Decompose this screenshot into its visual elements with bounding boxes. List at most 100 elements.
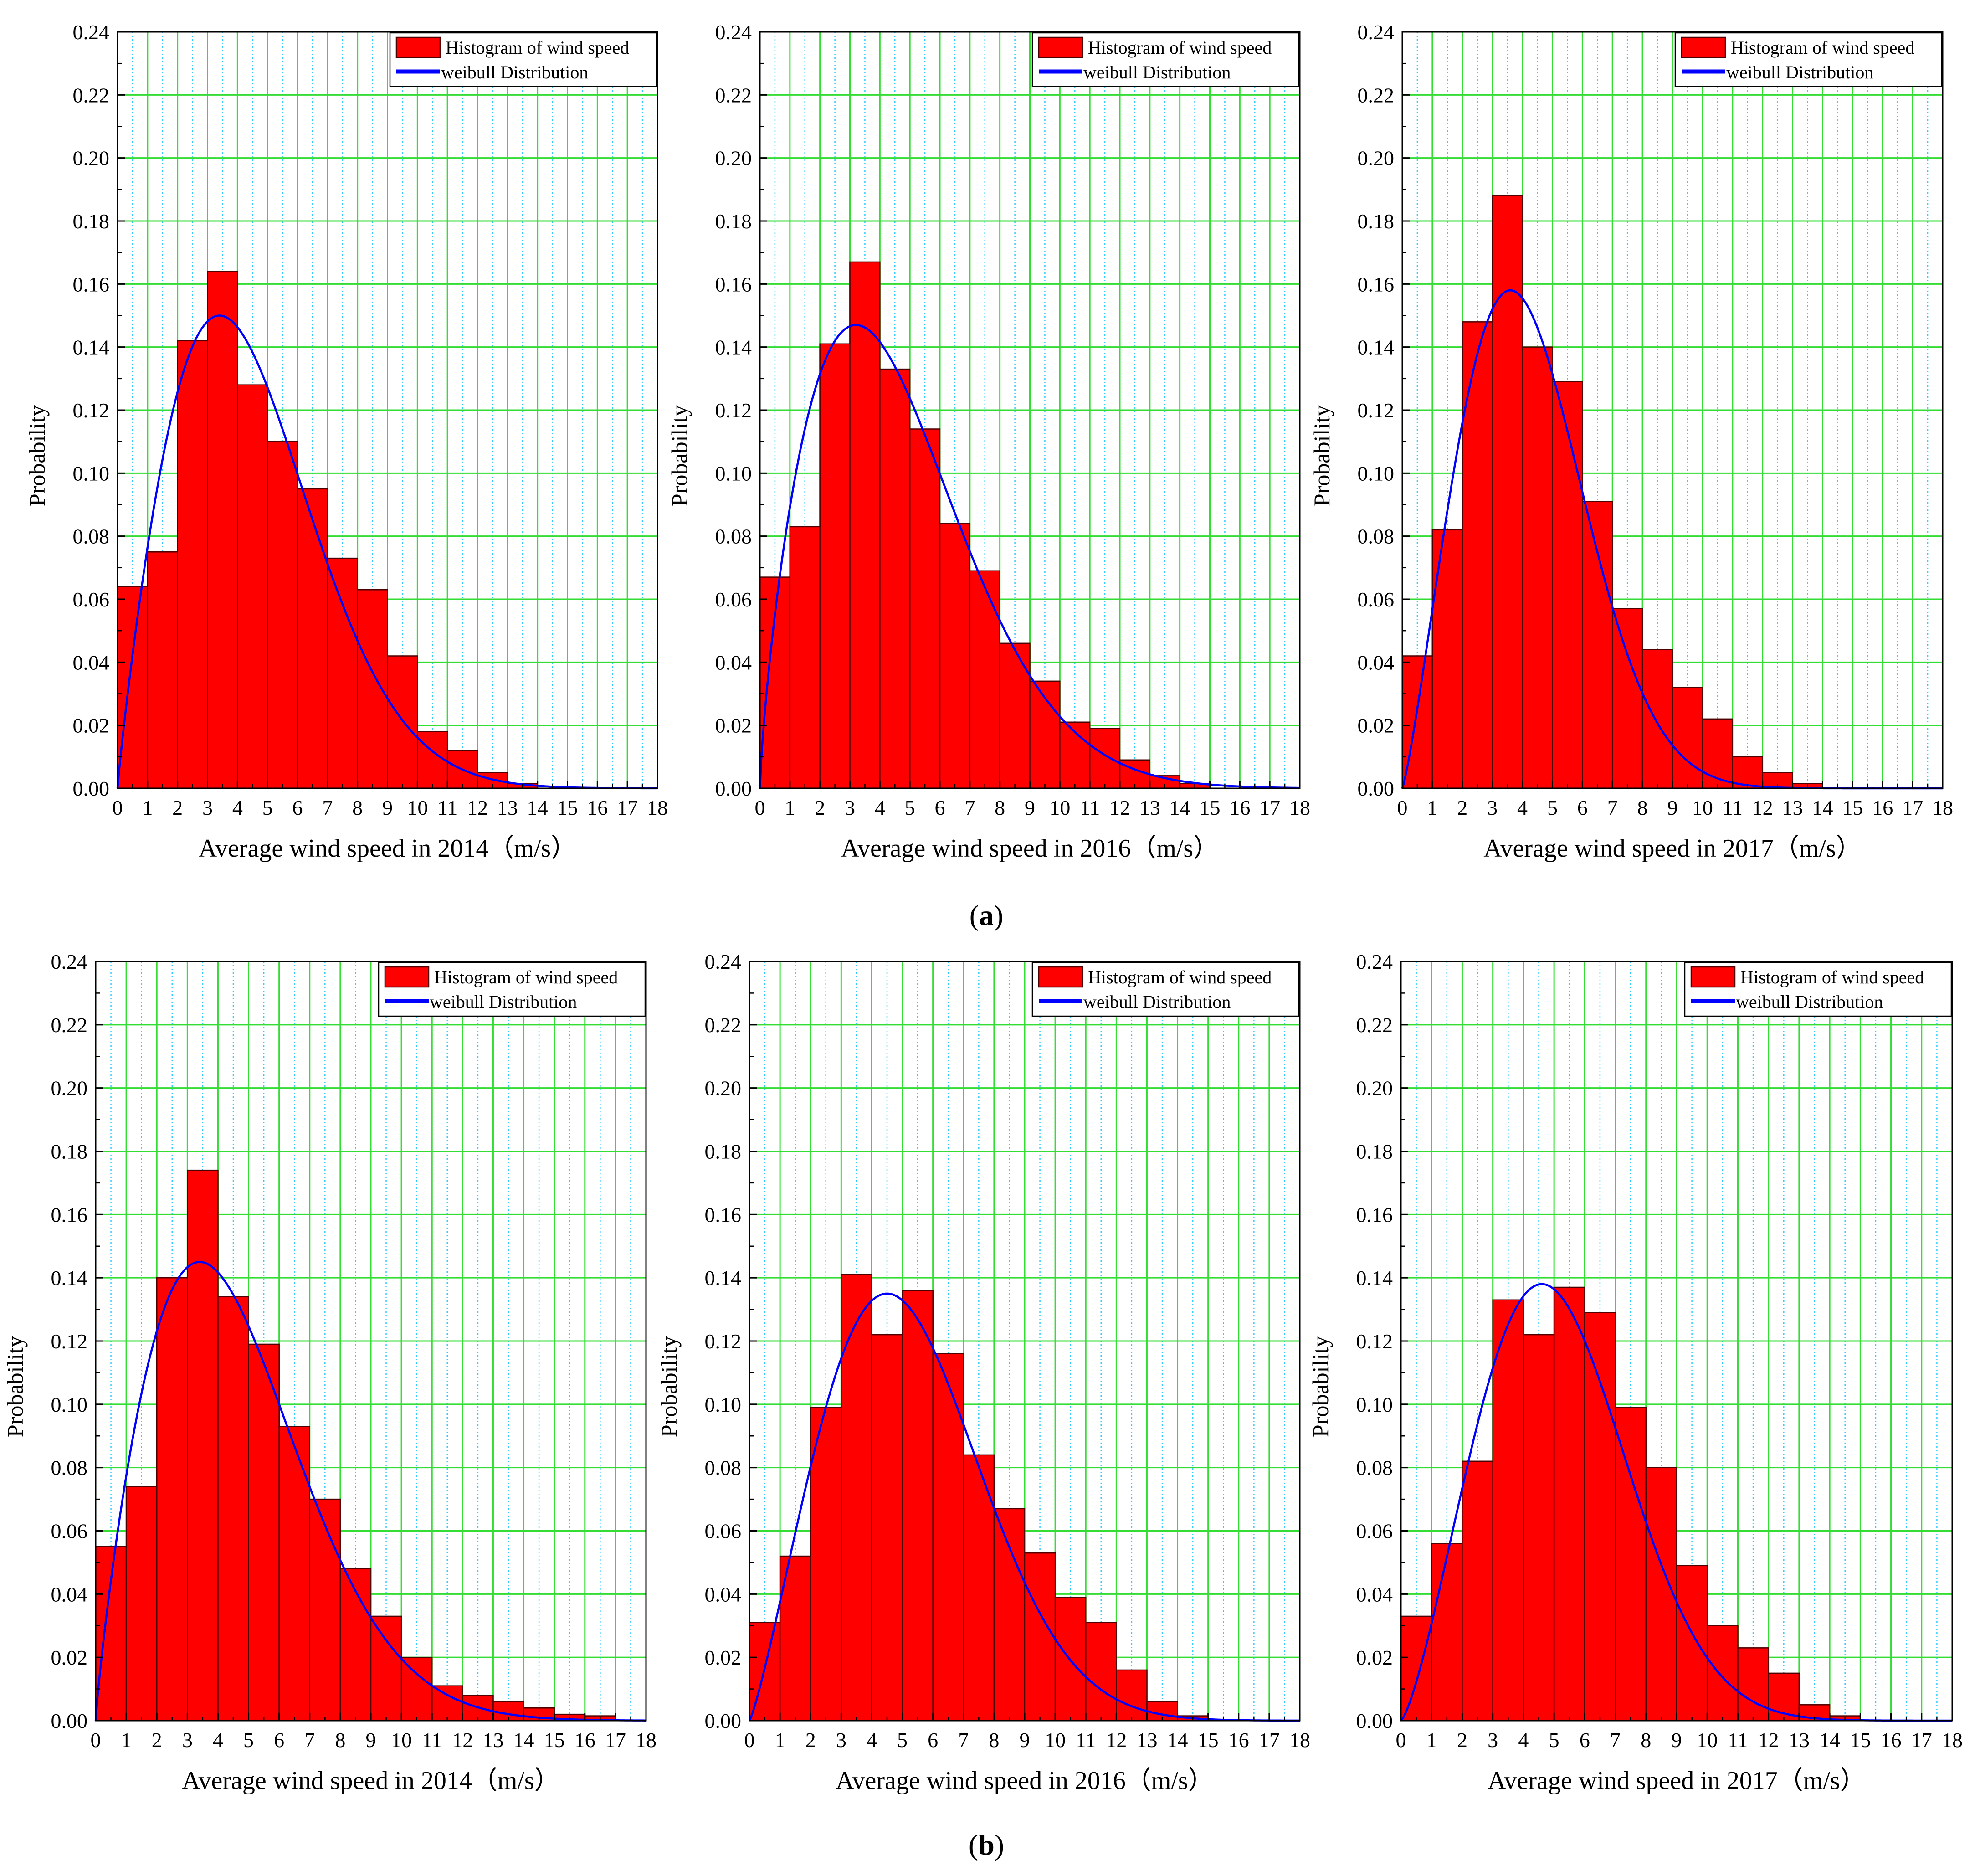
histogram-bar — [810, 1407, 842, 1722]
histogram-bar — [1462, 1460, 1493, 1722]
legend: Histogram of wind speed weibull Distribut… — [1031, 32, 1300, 87]
panel-label-close: ) — [995, 1829, 1004, 1861]
x-tick-label: 14 — [513, 1728, 534, 1752]
legend-swatch-histogram — [1690, 966, 1736, 988]
x-tick-label: 4 — [1517, 796, 1528, 819]
x-tick-label: 18 — [1942, 1728, 1963, 1752]
legend-label-histogram: Histogram of wind speed — [446, 37, 629, 58]
y-tick-label: 0.10 — [705, 1393, 742, 1416]
y-tick-label: 0.14 — [51, 1266, 88, 1290]
y-tick-label: 0.10 — [73, 462, 110, 485]
legend-label-histogram: Histogram of wind speed — [1088, 37, 1272, 58]
legend-swatch-histogram — [384, 966, 430, 988]
x-tick-label: 10 — [1697, 1728, 1718, 1752]
x-tick-label: 12 — [1752, 796, 1773, 819]
x-tick-label: 9 — [1025, 796, 1035, 819]
panel-label-a: (a) — [969, 899, 1004, 931]
x-tick-label: 15 — [557, 796, 578, 819]
y-tick-label: 0.24 — [51, 950, 88, 973]
histogram-bar — [357, 589, 388, 789]
histogram-bar — [207, 271, 238, 789]
x-tick-label: 1 — [1427, 796, 1437, 819]
x-tick-label: 10 — [1692, 796, 1713, 819]
y-tick-label: 0.08 — [715, 525, 752, 548]
y-tick-label: 0.22 — [715, 83, 752, 107]
y-tick-label: 0.24 — [1358, 21, 1395, 44]
y-tick-label: 0.06 — [705, 1520, 742, 1543]
x-tick-label: 7 — [322, 796, 333, 819]
panel-label-close: ) — [994, 899, 1003, 931]
y-tick-label: 0.18 — [705, 1140, 742, 1163]
legend-label-histogram: Histogram of wind speed — [434, 967, 618, 987]
x-tick-label: 13 — [482, 1728, 503, 1752]
y-tick-label: 0.24 — [73, 21, 110, 44]
x-tick-label: 0 — [744, 1728, 755, 1752]
y-tick-label: 0.10 — [1358, 462, 1395, 485]
x-tick-label: 8 — [352, 796, 363, 819]
y-tick-label: 0.06 — [1356, 1520, 1393, 1543]
y-tick-label: 0.20 — [51, 1077, 88, 1100]
histogram-bar — [969, 570, 1000, 789]
x-tick-label: 0 — [1397, 796, 1408, 819]
histogram-bar — [963, 1454, 995, 1722]
panel-label-b: (b) — [969, 1829, 1004, 1861]
y-tick-label: 0.02 — [73, 714, 110, 737]
x-tick-label: 4 — [867, 1728, 877, 1752]
x-tick-label: 3 — [845, 796, 855, 819]
x-tick-label: 18 — [1289, 1728, 1310, 1752]
histogram-bar — [1492, 1299, 1524, 1722]
y-tick-label: 0.08 — [51, 1456, 88, 1480]
legend: Histogram of wind speed weibull Distribut… — [1684, 961, 1952, 1017]
legend: Histogram of wind speed weibull Distribut… — [389, 32, 657, 87]
histogram-bar — [1676, 1565, 1708, 1722]
legend: Histogram of wind speed weibull Distribut… — [1674, 32, 1943, 87]
histogram-bar — [417, 731, 448, 789]
histogram-bar — [217, 1296, 249, 1722]
x-tick-label: 15 — [1842, 796, 1863, 819]
x-tick-label: 13 — [497, 796, 518, 819]
histogram-bar — [819, 343, 851, 789]
histogram-bar — [1582, 501, 1613, 789]
chart-a-2017: 0.00 0.02 0.04 0.06 0.08 0.10 0.12 0.14 0.16 0.18… — [1309, 21, 1953, 863]
x-tick-label: 4 — [875, 796, 885, 819]
histogram-bar — [999, 642, 1031, 789]
histogram-bar — [1400, 1615, 1432, 1722]
y-tick-label: 0.00 — [1358, 777, 1395, 800]
x-tick-label: 8 — [1641, 1728, 1651, 1752]
x-tick-label: 2 — [1457, 1728, 1467, 1752]
x-tick-label: 0 — [1396, 1728, 1406, 1752]
histogram-bar — [909, 428, 941, 789]
x-tick-label: 17 — [1902, 796, 1923, 819]
x-tick-label: 16 — [1872, 796, 1893, 819]
x-tick-label: 15 — [1200, 796, 1221, 819]
histogram-bar — [1116, 1669, 1148, 1722]
histogram-bar — [1431, 1543, 1463, 1722]
y-tick-label: 0.12 — [715, 399, 752, 422]
y-tick-label: 0.22 — [1358, 83, 1395, 107]
x-tick-label: 14 — [1167, 1728, 1188, 1752]
x-axis-title: Average wind speed in 2016（m/s） — [836, 1767, 1213, 1795]
y-tick-label: 0.14 — [1356, 1266, 1393, 1290]
x-tick-label: 0 — [113, 796, 123, 819]
x-tick-label: 15 — [1850, 1728, 1871, 1752]
y-axis-title: Probability — [1309, 405, 1334, 506]
x-tick-label: 7 — [304, 1728, 315, 1752]
x-tick-label: 4 — [213, 1728, 223, 1752]
x-tick-label: 3 — [1487, 796, 1498, 819]
y-tick-label: 0.18 — [1356, 1140, 1393, 1163]
y-tick-label: 0.12 — [1358, 399, 1395, 422]
histogram-bar — [871, 1334, 903, 1722]
y-tick-label: 0.04 — [1356, 1583, 1393, 1606]
x-tick-label: 2 — [152, 1728, 162, 1752]
panel-label-letter: a — [979, 899, 994, 931]
histogram-bar — [879, 368, 911, 789]
x-tick-label: 11 — [1728, 1728, 1748, 1752]
x-tick-label: 18 — [636, 1728, 657, 1752]
y-tick-label: 0.16 — [715, 272, 752, 296]
y-tick-label: 0.00 — [705, 1709, 742, 1732]
y-tick-label: 0.20 — [715, 147, 752, 170]
x-tick-label: 7 — [958, 1728, 969, 1752]
histogram-bar — [1737, 1647, 1769, 1722]
x-tick-label: 10 — [1045, 1728, 1066, 1752]
y-tick-label: 0.18 — [1358, 210, 1395, 233]
